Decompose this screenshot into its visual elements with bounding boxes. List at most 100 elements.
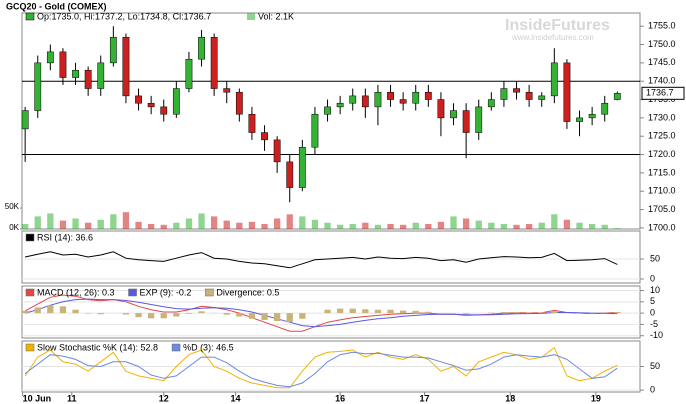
y-tick-label: 1715.0 [648, 167, 676, 177]
divergence-bar [299, 313, 306, 319]
divergence-bar [198, 311, 205, 314]
y-tick-label: 1720.0 [648, 149, 676, 159]
volume-bar [236, 222, 243, 229]
volume-tick-label: 50K [5, 202, 20, 211]
volume-bar [488, 222, 495, 229]
volume-bar [513, 224, 520, 229]
candle-body [135, 95, 142, 104]
volume-bar [248, 221, 256, 229]
y-tick-label: 1700.0 [648, 222, 676, 232]
candle-body [525, 91, 533, 100]
volume-bar [286, 214, 293, 229]
legend-swatch [25, 233, 35, 242]
candle-body [172, 88, 180, 115]
candle-body [374, 91, 382, 108]
volume-label: Vol: 2.1K [258, 11, 294, 21]
candle-body [261, 132, 268, 141]
candle-body [324, 106, 331, 115]
y-tick-label: 1725.0 [648, 131, 676, 141]
divergence-bar [513, 312, 520, 314]
candle-body [97, 62, 105, 89]
candle-body [248, 113, 256, 133]
divergence-bar [47, 305, 54, 314]
volume-bar [122, 212, 130, 229]
candle-body [336, 102, 344, 108]
volume-bar [475, 220, 482, 229]
volume-bar [210, 216, 218, 229]
candle-body [46, 51, 54, 64]
volume-bar [614, 228, 621, 229]
volume-bar [437, 221, 445, 229]
volume-bar [273, 218, 281, 229]
candle-body [613, 93, 621, 100]
candle-body [223, 88, 231, 93]
divergence-bar [336, 308, 344, 314]
divergence-bar [362, 309, 369, 314]
last-price-box [641, 86, 685, 100]
candle-body [361, 95, 369, 108]
volume-bar [22, 223, 29, 229]
legend-swatch [25, 288, 35, 297]
divergence-bar [614, 312, 621, 314]
volume-bar [97, 219, 104, 229]
candle-body [273, 139, 281, 163]
y-tick-label: 50 [650, 253, 660, 263]
candle-body [84, 69, 92, 89]
volume-bar [462, 218, 470, 229]
candle-body [147, 102, 155, 108]
candle-body [349, 95, 357, 104]
y-tick-label: 50 [650, 361, 660, 371]
divergence-bar [185, 313, 193, 314]
candle-body [286, 161, 294, 188]
divergence-bar [412, 310, 419, 314]
candle-body [21, 110, 29, 130]
volume-bar [261, 223, 268, 229]
y-tick-label: 0 [650, 384, 655, 394]
divergence-bar [248, 313, 256, 319]
legend-label: MACD (12, 26): 0.3 [37, 287, 115, 297]
volume-bar [588, 223, 596, 229]
candle-body [109, 36, 117, 64]
y-tick-label: 5 [650, 296, 655, 306]
candle-body [34, 62, 42, 111]
divergence-bar [59, 306, 67, 314]
volume-bar [387, 223, 394, 229]
legend-label: EXP (9): -0.2 [140, 287, 192, 297]
divergence-bar [462, 313, 470, 314]
divergence-bar [387, 309, 394, 314]
candle-body [576, 117, 583, 122]
divergence-bar [135, 313, 142, 318]
candle-body [185, 58, 193, 89]
divergence-bar [538, 312, 545, 314]
divergence-bar [273, 313, 281, 322]
volume-bar [450, 216, 457, 229]
divergence-bar [286, 313, 293, 323]
candle-body [487, 99, 495, 108]
chart-title: GCQ20 - Gold (COMEX) [6, 1, 107, 11]
indicator-line [24, 298, 618, 328]
volume-tick-label: 0K [9, 223, 19, 232]
volume-bar [601, 224, 608, 229]
indicator-line [24, 351, 618, 388]
volume-bar [311, 219, 319, 229]
y-tick-label: 1730.0 [648, 112, 676, 122]
legend-swatch [25, 12, 35, 21]
legend-label: RSI (14): 36.6 [37, 232, 93, 242]
x-tick-label: 16 [335, 393, 345, 403]
volume-bar [563, 219, 571, 229]
candle-body [450, 110, 457, 119]
indicator-line [24, 251, 618, 269]
indicator-line [24, 346, 618, 389]
y-tick-label: 1750.0 [648, 39, 676, 49]
legend-label: Slow Stochastic %K (14): 52.8 [37, 342, 158, 352]
volume-bar [110, 214, 117, 229]
legend-swatch [171, 343, 181, 352]
volume-bar [500, 223, 508, 229]
y-tick-label: 0 [650, 308, 655, 318]
candle-body [601, 102, 609, 115]
legend-swatch [247, 13, 255, 20]
divergence-bar [72, 309, 79, 314]
volume-bar [362, 222, 369, 229]
volume-bar [47, 213, 54, 229]
